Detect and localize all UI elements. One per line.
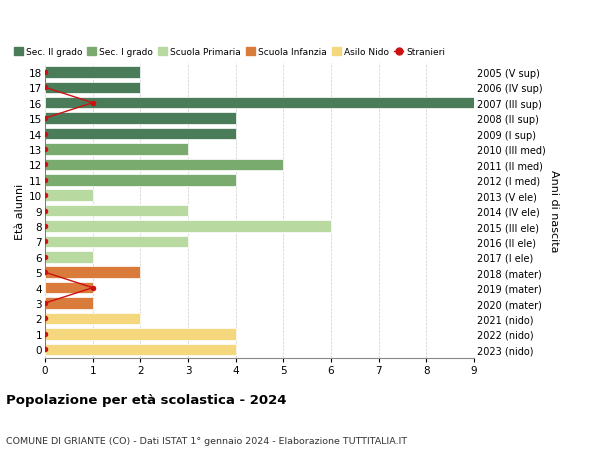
Bar: [45, 190, 92, 202]
Bar: [45, 236, 188, 248]
Bar: [45, 297, 92, 309]
Bar: [45, 159, 283, 171]
Bar: [45, 267, 140, 279]
Y-axis label: Anni di nascita: Anni di nascita: [550, 170, 559, 252]
Text: COMUNE DI GRIANTE (CO) - Dati ISTAT 1° gennaio 2024 - Elaborazione TUTTITALIA.IT: COMUNE DI GRIANTE (CO) - Dati ISTAT 1° g…: [6, 436, 407, 445]
Bar: [45, 113, 236, 125]
Bar: [45, 174, 236, 186]
Bar: [45, 344, 236, 355]
Bar: [45, 82, 140, 94]
Bar: [45, 252, 92, 263]
Bar: [45, 205, 188, 217]
Bar: [45, 129, 236, 140]
Bar: [45, 313, 140, 325]
Legend: Sec. II grado, Sec. I grado, Scuola Primaria, Scuola Infanzia, Asilo Nido, Stran: Sec. II grado, Sec. I grado, Scuola Prim…: [14, 48, 445, 57]
Text: Popolazione per età scolastica - 2024: Popolazione per età scolastica - 2024: [6, 393, 287, 406]
Bar: [45, 282, 92, 294]
Bar: [45, 144, 188, 156]
Bar: [45, 67, 140, 78]
Bar: [45, 328, 236, 340]
Bar: [45, 98, 474, 109]
Y-axis label: Età alunni: Età alunni: [15, 183, 25, 239]
Bar: [45, 221, 331, 232]
